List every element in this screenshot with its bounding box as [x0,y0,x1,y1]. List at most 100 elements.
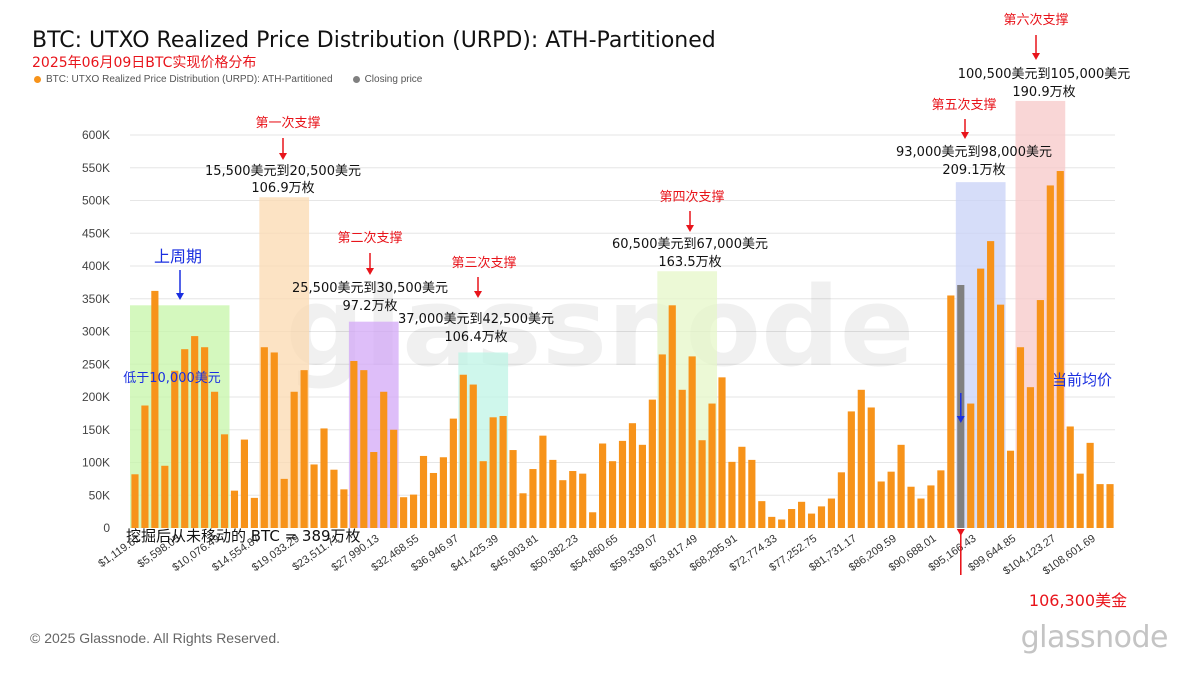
urpd-bar[interactable] [748,459,756,528]
urpd-bar[interactable] [390,429,398,528]
urpd-bar[interactable] [1076,473,1084,528]
urpd-bar[interactable] [817,506,826,528]
urpd-bar[interactable] [499,415,507,528]
urpd-bar[interactable] [240,439,249,528]
urpd-bar[interactable] [220,434,229,528]
urpd-bar[interactable] [141,405,149,528]
urpd-bar[interactable] [479,461,487,528]
urpd-bar[interactable] [519,493,527,528]
urpd-bar[interactable] [131,474,139,528]
urpd-bar[interactable] [171,370,179,528]
urpd-bar[interactable] [459,374,467,528]
urpd-bar[interactable] [439,457,447,528]
urpd-bar[interactable] [618,440,627,528]
urpd-bar[interactable] [658,354,666,528]
urpd-bar[interactable] [151,290,159,528]
urpd-bar[interactable] [947,295,955,528]
urpd-bar[interactable] [539,435,547,528]
urpd-bar[interactable] [1086,442,1094,528]
urpd-bar[interactable] [798,501,806,528]
urpd-bar[interactable] [469,384,477,528]
urpd-bar[interactable] [290,391,298,528]
urpd-bar[interactable] [1016,347,1025,528]
urpd-bar[interactable] [628,423,637,528]
urpd-bar[interactable] [300,370,308,528]
urpd-bar[interactable] [370,452,378,528]
urpd-bar[interactable] [549,459,557,528]
urpd-bar[interactable] [937,470,945,528]
urpd-bar[interactable] [1066,426,1074,528]
urpd-bar[interactable] [1006,450,1015,528]
urpd-bar[interactable] [201,347,209,528]
urpd-bar[interactable] [698,440,706,528]
urpd-bar[interactable] [210,391,219,528]
urpd-bar[interactable] [559,480,567,528]
urpd-bar[interactable] [569,471,577,528]
urpd-bar[interactable] [380,391,388,528]
urpd-bar[interactable] [260,347,268,528]
legend-item-closing-price[interactable]: Closing price [352,74,422,85]
urpd-bar[interactable] [181,349,189,528]
urpd-bar[interactable] [310,464,318,528]
urpd-bar[interactable] [161,465,169,528]
legend-item-urpd[interactable]: BTC: UTXO Realized Price Distribution (U… [34,74,333,85]
urpd-bar[interactable] [589,512,597,528]
urpd-bar[interactable] [977,268,985,528]
urpd-bar[interactable] [1026,387,1035,528]
urpd-bar[interactable] [708,403,716,528]
urpd-bar[interactable] [250,497,258,528]
urpd-bar[interactable] [599,443,607,528]
urpd-bar[interactable] [409,494,418,528]
urpd-bar[interactable] [360,370,368,528]
urpd-bar[interactable] [768,516,776,528]
urpd-bar[interactable] [678,389,686,528]
urpd-bar[interactable] [867,407,875,528]
urpd-bar[interactable] [1096,484,1104,528]
urpd-bar[interactable] [917,498,925,528]
urpd-bar[interactable] [340,489,348,528]
urpd-bar[interactable] [648,399,656,528]
urpd-bar[interactable] [489,417,497,528]
urpd-bar[interactable] [847,411,855,528]
urpd-bar[interactable] [320,428,328,528]
urpd-bar[interactable] [837,472,845,528]
urpd-bar[interactable] [350,360,358,528]
urpd-bar[interactable] [509,450,517,528]
urpd-bar[interactable] [907,486,915,528]
urpd-bar[interactable] [230,490,239,528]
urpd-bar[interactable] [330,469,338,528]
urpd-bar[interactable] [897,444,905,528]
urpd-bar[interactable] [738,446,746,528]
urpd-bar[interactable] [449,418,457,528]
urpd-bar[interactable] [807,513,816,528]
urpd-bar[interactable] [996,304,1005,528]
urpd-bar[interactable] [270,352,278,528]
urpd-bar[interactable] [638,444,646,528]
urpd-bar[interactable] [887,471,895,528]
urpd-bar[interactable] [419,455,428,528]
urpd-bar[interactable] [280,478,288,528]
urpd-bar[interactable] [718,377,726,528]
urpd-bar[interactable] [1106,484,1114,528]
urpd-bar[interactable] [579,473,587,528]
urpd-bar[interactable] [1046,185,1054,528]
urpd-bar[interactable] [857,389,865,528]
urpd-bar[interactable] [429,472,438,528]
urpd-bar[interactable] [778,519,786,528]
urpd-bar[interactable] [1036,300,1044,528]
urpd-bar[interactable] [987,241,995,529]
urpd-bar[interactable] [788,509,796,528]
urpd-bar[interactable] [529,469,537,528]
urpd-bar[interactable] [191,336,199,528]
urpd-bar[interactable] [967,403,975,528]
urpd-bar[interactable] [758,501,766,528]
urpd-bar[interactable] [400,497,408,528]
urpd-bar[interactable] [668,305,676,528]
urpd-bar[interactable] [608,461,617,528]
urpd-bar[interactable] [827,498,836,528]
urpd-bar[interactable] [927,485,935,528]
urpd-bar[interactable] [688,356,696,528]
urpd-bar[interactable] [1056,171,1064,528]
urpd-bar[interactable] [728,461,736,528]
urpd-bar[interactable] [877,481,885,528]
